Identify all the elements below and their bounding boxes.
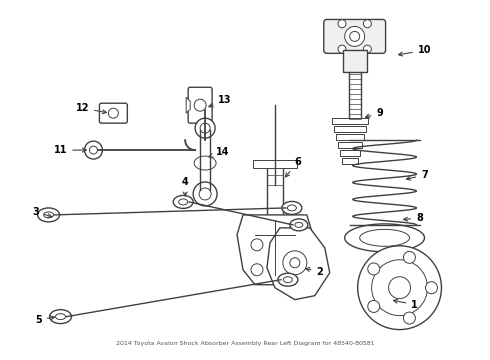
Circle shape bbox=[368, 263, 380, 275]
Text: 5: 5 bbox=[35, 315, 54, 325]
Bar bbox=[342, 158, 358, 164]
Circle shape bbox=[338, 20, 346, 28]
Ellipse shape bbox=[283, 277, 293, 283]
Bar bbox=[334, 126, 366, 132]
Ellipse shape bbox=[49, 310, 72, 324]
Text: 13: 13 bbox=[209, 95, 232, 107]
Ellipse shape bbox=[173, 195, 193, 208]
Text: 9: 9 bbox=[366, 108, 383, 118]
Text: 1: 1 bbox=[393, 299, 418, 310]
Ellipse shape bbox=[44, 212, 53, 218]
Circle shape bbox=[350, 31, 360, 41]
Ellipse shape bbox=[55, 314, 66, 320]
Polygon shape bbox=[237, 215, 313, 285]
Circle shape bbox=[283, 251, 307, 275]
Circle shape bbox=[364, 20, 371, 28]
Ellipse shape bbox=[194, 156, 216, 170]
Text: 4: 4 bbox=[182, 177, 189, 196]
FancyBboxPatch shape bbox=[324, 19, 386, 53]
Ellipse shape bbox=[290, 219, 308, 231]
Text: 7: 7 bbox=[407, 170, 428, 180]
Ellipse shape bbox=[287, 205, 296, 211]
Circle shape bbox=[195, 118, 215, 138]
Circle shape bbox=[84, 141, 102, 159]
Circle shape bbox=[364, 45, 371, 53]
Ellipse shape bbox=[179, 199, 188, 205]
Text: 14: 14 bbox=[209, 147, 230, 157]
FancyBboxPatch shape bbox=[99, 103, 127, 123]
Circle shape bbox=[345, 26, 365, 46]
Text: 10: 10 bbox=[398, 45, 431, 56]
Bar bbox=[343, 50, 367, 72]
Polygon shape bbox=[186, 97, 190, 113]
Text: 11: 11 bbox=[54, 145, 86, 155]
FancyBboxPatch shape bbox=[188, 87, 212, 123]
Circle shape bbox=[287, 264, 299, 276]
Circle shape bbox=[389, 277, 411, 299]
Circle shape bbox=[251, 239, 263, 251]
Circle shape bbox=[194, 99, 206, 111]
Circle shape bbox=[193, 182, 217, 206]
Circle shape bbox=[200, 123, 210, 133]
Circle shape bbox=[368, 301, 380, 312]
Ellipse shape bbox=[360, 229, 410, 246]
Bar bbox=[338, 142, 362, 148]
Text: 2014 Toyota Avalon Shock Absorber Assembly Rear Left Diagram for 48540-80581: 2014 Toyota Avalon Shock Absorber Assemb… bbox=[116, 341, 374, 346]
Bar bbox=[332, 118, 368, 124]
Circle shape bbox=[108, 108, 119, 118]
Circle shape bbox=[251, 264, 263, 276]
Circle shape bbox=[290, 258, 300, 268]
Ellipse shape bbox=[282, 202, 302, 215]
Circle shape bbox=[287, 239, 299, 251]
Text: 6: 6 bbox=[286, 157, 301, 177]
Circle shape bbox=[371, 260, 427, 316]
Text: 12: 12 bbox=[76, 103, 106, 114]
Bar bbox=[336, 134, 364, 140]
Circle shape bbox=[358, 246, 441, 329]
Circle shape bbox=[90, 146, 98, 154]
Ellipse shape bbox=[295, 222, 303, 228]
Circle shape bbox=[199, 188, 211, 200]
Text: 2: 2 bbox=[306, 267, 323, 277]
Circle shape bbox=[425, 282, 438, 294]
Bar bbox=[267, 165, 283, 235]
Circle shape bbox=[338, 45, 346, 53]
Circle shape bbox=[403, 251, 416, 263]
Circle shape bbox=[403, 312, 416, 324]
Ellipse shape bbox=[345, 224, 424, 252]
Text: 8: 8 bbox=[404, 213, 423, 223]
Ellipse shape bbox=[278, 273, 298, 286]
Text: 3: 3 bbox=[32, 207, 51, 217]
Bar bbox=[253, 160, 297, 168]
Bar bbox=[340, 150, 360, 156]
Polygon shape bbox=[267, 228, 330, 300]
Ellipse shape bbox=[38, 208, 59, 222]
